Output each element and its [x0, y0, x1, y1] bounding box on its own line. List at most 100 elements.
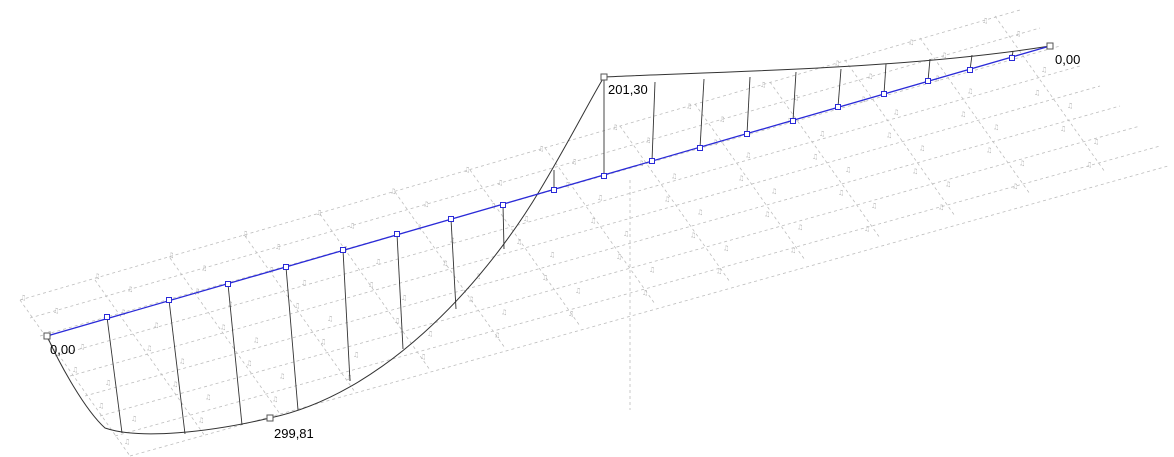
support-mark: ♫	[79, 343, 85, 351]
beam-node[interactable]	[649, 158, 655, 164]
right-end-node[interactable]	[1046, 42, 1054, 50]
support-mark: ♫	[664, 196, 670, 204]
beam-node[interactable]	[551, 187, 557, 193]
support-mark: ♫	[690, 232, 696, 240]
support-mark: ♫	[246, 359, 252, 367]
support-mark: ♫	[423, 201, 429, 209]
ordinates	[106, 50, 1014, 435]
support-mark: ♫	[353, 351, 359, 359]
support-mark: ♫	[72, 366, 78, 374]
beam-node[interactable]	[697, 145, 703, 151]
support-mark: ♫	[986, 146, 992, 154]
peak-marker[interactable]	[600, 73, 608, 81]
support-mark: ♫	[642, 289, 648, 297]
beam-node[interactable]	[601, 173, 607, 179]
support-mark: ♫	[597, 194, 603, 202]
beam-node[interactable]	[835, 104, 841, 110]
support-mark: ♫	[967, 87, 973, 95]
support-mark: ♫	[649, 266, 655, 274]
beam-node[interactable]	[340, 247, 346, 253]
support-mark: ♫	[516, 238, 522, 246]
left-end-node[interactable]	[43, 332, 51, 340]
support-mark: ♫	[494, 332, 500, 340]
support-mark: ♫	[316, 209, 322, 217]
support-mark: ♫	[198, 417, 204, 425]
support-mark: ♫	[1086, 161, 1092, 169]
support-mark: ♫	[253, 336, 259, 344]
support-mark: ♫	[919, 145, 925, 153]
beam-node[interactable]	[744, 131, 750, 137]
support-mark: ♫	[590, 217, 596, 225]
beam-node[interactable]	[225, 281, 231, 287]
beam-node[interactable]	[790, 118, 796, 124]
beam-node[interactable]	[881, 91, 887, 97]
right-end-value: 0,00	[1055, 52, 1080, 67]
support-mark: ♫	[793, 94, 799, 102]
support-mark: ♫	[1012, 182, 1018, 190]
support-mark: ♫	[738, 174, 744, 182]
beam-member	[46, 45, 1051, 337]
support-mark: ♫	[908, 38, 914, 46]
support-mark: ♫	[1015, 30, 1021, 38]
beam-node[interactable]	[104, 314, 110, 320]
beam-node[interactable]	[448, 216, 454, 222]
support-mark: ♫	[1019, 159, 1025, 167]
support-mark: ♫	[368, 281, 374, 289]
beam-node[interactable]	[925, 78, 931, 84]
beam-node[interactable]	[166, 297, 172, 303]
support-mark: ♫	[686, 102, 692, 110]
support-mark: ♫	[893, 109, 899, 117]
support-mark: ♫	[124, 438, 130, 446]
support-mark: ♫	[575, 287, 581, 295]
support-mark: ♫	[645, 137, 651, 145]
beam-node[interactable]	[967, 67, 973, 73]
beam-node[interactable]	[394, 231, 400, 237]
support-mark: ♫	[912, 168, 918, 176]
diagram-curve	[46, 45, 1051, 435]
support-mark: ♫	[242, 230, 248, 238]
support-mark: ♫	[1034, 89, 1040, 97]
beam-node[interactable]	[283, 264, 289, 270]
support-mark: ♫	[127, 286, 133, 294]
peak-value: 201,30	[608, 82, 648, 97]
support-mark: ♫	[864, 225, 870, 233]
support-mark: ♫	[53, 307, 59, 315]
support-mark: ♫	[982, 17, 988, 25]
support-mark: ♫	[220, 323, 226, 331]
support-mark: ♫	[941, 51, 947, 59]
model-grid	[19, 9, 1169, 457]
support-mark: ♫	[623, 230, 629, 238]
beam-node[interactable]	[1009, 55, 1015, 61]
support-mark: ♫	[94, 273, 100, 281]
support-mark: ♫	[394, 317, 400, 325]
support-mark: ♫	[497, 179, 503, 187]
support-mark: ♫	[420, 353, 426, 361]
support-mark: ♫	[790, 246, 796, 254]
support-mark: ♫	[442, 260, 448, 268]
beam-node[interactable]	[500, 202, 506, 208]
max-sag-value: 299,81	[274, 426, 314, 441]
support-mark: ♫	[616, 253, 622, 261]
support-mark: ♫	[1067, 102, 1073, 110]
support-mark: ♫	[131, 415, 137, 423]
support-mark: ♫	[194, 287, 200, 295]
max-sag-marker[interactable]	[266, 414, 274, 422]
support-mark: ♫	[320, 338, 326, 346]
support-mark: ♫	[723, 245, 729, 253]
support-mark: ♫	[845, 166, 851, 174]
support-mark: ♫	[272, 395, 278, 403]
support-mark: ♫	[938, 204, 944, 212]
support-mark: ♫	[279, 372, 285, 380]
support-mark: ♫	[760, 81, 766, 89]
left-end-value: 0,00	[50, 342, 75, 357]
support-mark: ♫	[671, 173, 677, 181]
support-mark: ♫	[764, 210, 770, 218]
support-mark: ♫	[834, 60, 840, 68]
support-mark: ♫	[464, 166, 470, 174]
support-marks: ♫ ♫ ♫ ♫ ♫ ♫ ♫ ♫ ♫ ♫ ♫ ♫ ♫ ♫ ♫ ♫ ♫ ♫ ♫ ♫ ♫ ♫ ♫ ♫ ♫ ♫ ♫ ♫ ♫ ♫ ♫ ♫ ♫ ♫ ♫ ♫ ♫ ♫ ♫ ♫…	[20, 17, 1099, 446]
support-mark: ♫	[819, 130, 825, 138]
support-mark: ♫	[523, 215, 529, 223]
support-mark: ♫	[390, 188, 396, 196]
support-mark: ♫	[564, 181, 570, 189]
